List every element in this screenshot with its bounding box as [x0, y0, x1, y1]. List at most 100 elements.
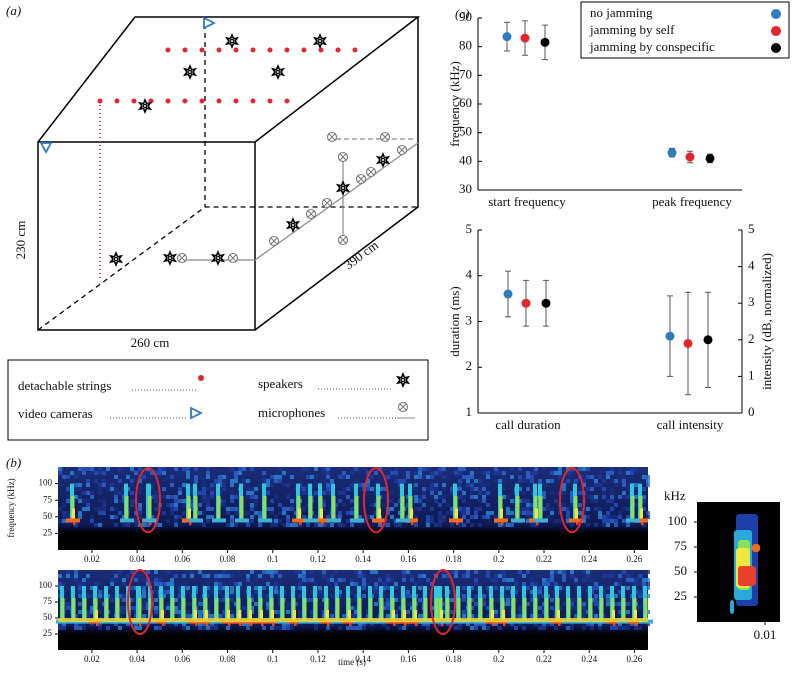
call	[189, 518, 203, 523]
noise	[262, 471, 266, 475]
noise	[86, 574, 90, 578]
call	[336, 598, 340, 620]
noise	[114, 499, 118, 503]
noise	[330, 614, 334, 618]
noise	[86, 614, 90, 618]
call	[556, 598, 560, 620]
noise	[514, 626, 518, 630]
x-tick-label: 0.16	[401, 554, 417, 564]
noise	[178, 590, 182, 594]
noise	[62, 511, 66, 515]
noise	[454, 471, 458, 475]
noise	[634, 495, 638, 499]
noise	[362, 626, 366, 630]
noise	[190, 622, 194, 626]
noise	[218, 479, 222, 483]
noise	[546, 622, 550, 626]
noise	[394, 598, 398, 602]
noise	[634, 471, 638, 475]
room-box	[37, 16, 421, 331]
noise	[350, 467, 354, 471]
noise	[134, 515, 138, 519]
noise	[90, 515, 94, 519]
noise	[330, 523, 334, 527]
noise	[526, 602, 530, 606]
noise	[586, 515, 590, 519]
noise	[386, 614, 390, 618]
noise	[222, 475, 226, 479]
noise	[118, 610, 122, 614]
noise	[430, 487, 434, 491]
point	[520, 33, 530, 43]
call	[215, 598, 219, 620]
noise	[98, 511, 102, 515]
noise	[506, 523, 510, 527]
noise	[394, 622, 398, 626]
call	[612, 610, 615, 623]
call	[539, 496, 543, 519]
noise	[74, 570, 78, 574]
noise	[98, 582, 102, 586]
noise	[478, 507, 482, 511]
noise	[602, 594, 606, 598]
noise	[530, 491, 534, 495]
noise	[566, 515, 570, 519]
noise	[290, 503, 294, 507]
noise	[206, 519, 210, 523]
noise	[462, 475, 466, 479]
noise	[486, 511, 490, 515]
noise	[582, 606, 586, 610]
noise	[250, 491, 254, 495]
noise	[174, 499, 178, 503]
noise	[158, 578, 162, 582]
noise	[462, 515, 466, 519]
highlight	[363, 467, 389, 534]
noise	[482, 626, 486, 630]
call	[270, 598, 274, 620]
noise	[446, 578, 450, 582]
noise	[506, 507, 510, 511]
noise	[446, 511, 450, 515]
noise	[450, 590, 454, 594]
noise	[582, 475, 586, 479]
noise	[546, 507, 550, 511]
noise	[622, 507, 626, 511]
noise	[170, 570, 174, 574]
legend-label: no jamming	[590, 5, 653, 20]
noise	[278, 519, 282, 523]
noise	[494, 610, 498, 614]
noise	[646, 610, 650, 614]
noise	[622, 479, 626, 483]
noise	[206, 574, 210, 578]
noise	[94, 479, 98, 483]
noise	[446, 503, 450, 507]
noise	[602, 475, 606, 479]
noise	[206, 602, 210, 606]
noise	[322, 523, 326, 527]
noise	[138, 574, 142, 578]
call	[327, 518, 341, 523]
noise	[322, 499, 326, 503]
noise	[374, 602, 378, 606]
noise	[134, 626, 138, 630]
x-tick-label: 0.01	[754, 627, 777, 642]
noise	[178, 602, 182, 606]
noise	[454, 626, 458, 630]
noise	[542, 582, 546, 586]
noise	[266, 598, 270, 602]
noise	[314, 626, 318, 630]
noise	[190, 574, 194, 578]
noise	[438, 491, 442, 495]
noise	[78, 495, 82, 499]
noise	[586, 507, 590, 511]
noise	[266, 487, 270, 491]
call	[194, 610, 197, 623]
noise	[182, 471, 186, 475]
noise	[578, 503, 582, 507]
noise	[462, 610, 466, 614]
error-cap	[505, 270, 511, 318]
noise	[566, 475, 570, 479]
noise	[622, 570, 626, 574]
noise	[82, 499, 86, 503]
call	[409, 496, 413, 519]
